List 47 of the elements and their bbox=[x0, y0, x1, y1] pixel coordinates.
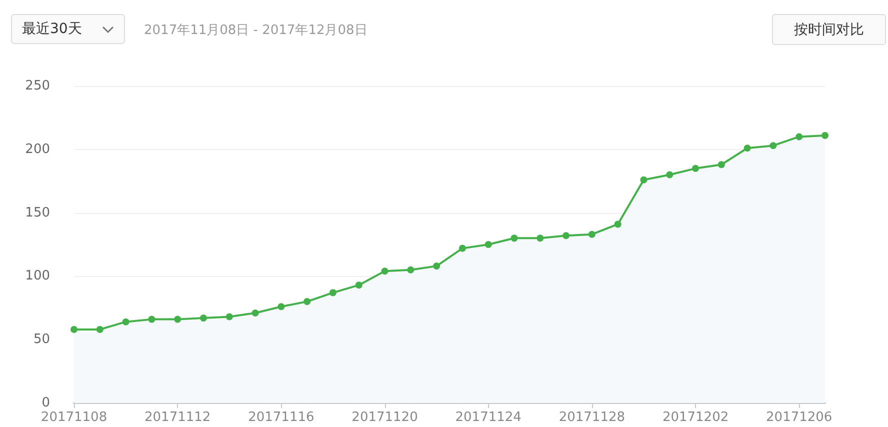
x-tick-label: 20171128 bbox=[558, 410, 626, 425]
point bbox=[666, 171, 674, 178]
point bbox=[148, 316, 156, 323]
y-tick-label: 150 bbox=[25, 205, 50, 220]
point bbox=[510, 234, 518, 242]
point bbox=[718, 161, 725, 168]
point bbox=[536, 234, 544, 242]
point bbox=[770, 142, 777, 150]
point bbox=[588, 230, 596, 238]
x-tick-label: 20171120 bbox=[352, 410, 418, 425]
point bbox=[174, 316, 182, 323]
x-tick-label: 20171202 bbox=[662, 410, 729, 425]
point bbox=[407, 266, 414, 274]
y-tick-label: 0 bbox=[42, 396, 50, 410]
point bbox=[614, 220, 622, 228]
x-tick-label: 20171206 bbox=[766, 410, 832, 425]
point bbox=[70, 326, 78, 333]
point bbox=[692, 164, 700, 172]
point bbox=[796, 133, 803, 140]
point bbox=[329, 289, 336, 296]
point bbox=[226, 313, 233, 320]
y-tick-label: 50 bbox=[33, 332, 50, 348]
text: 2017年11月08日 - 2017年12月08日 bbox=[144, 22, 368, 39]
point bbox=[122, 318, 130, 326]
point bbox=[304, 298, 311, 306]
point bbox=[744, 144, 751, 152]
x-tick-label: 20171124 bbox=[455, 410, 522, 425]
point bbox=[640, 176, 648, 184]
x-tick-label: 20171112 bbox=[144, 410, 211, 425]
point bbox=[484, 241, 492, 248]
x-tick-label: 20171108 bbox=[40, 410, 108, 425]
point bbox=[822, 132, 828, 139]
text: 按时间对比 bbox=[772, 14, 886, 45]
point bbox=[96, 326, 104, 333]
point bbox=[381, 268, 388, 275]
point bbox=[200, 314, 207, 322]
x-tick-label: 20171116 bbox=[248, 410, 314, 425]
point bbox=[458, 244, 466, 252]
y-tick-label: 200 bbox=[25, 142, 50, 157]
point bbox=[355, 282, 362, 289]
y-tick-label: 250 bbox=[25, 78, 50, 94]
point bbox=[433, 262, 440, 270]
text: 最近30天 bbox=[22, 20, 82, 38]
y-tick-label: 100 bbox=[25, 268, 50, 284]
point bbox=[278, 303, 285, 310]
point bbox=[252, 309, 259, 316]
point bbox=[562, 232, 570, 240]
